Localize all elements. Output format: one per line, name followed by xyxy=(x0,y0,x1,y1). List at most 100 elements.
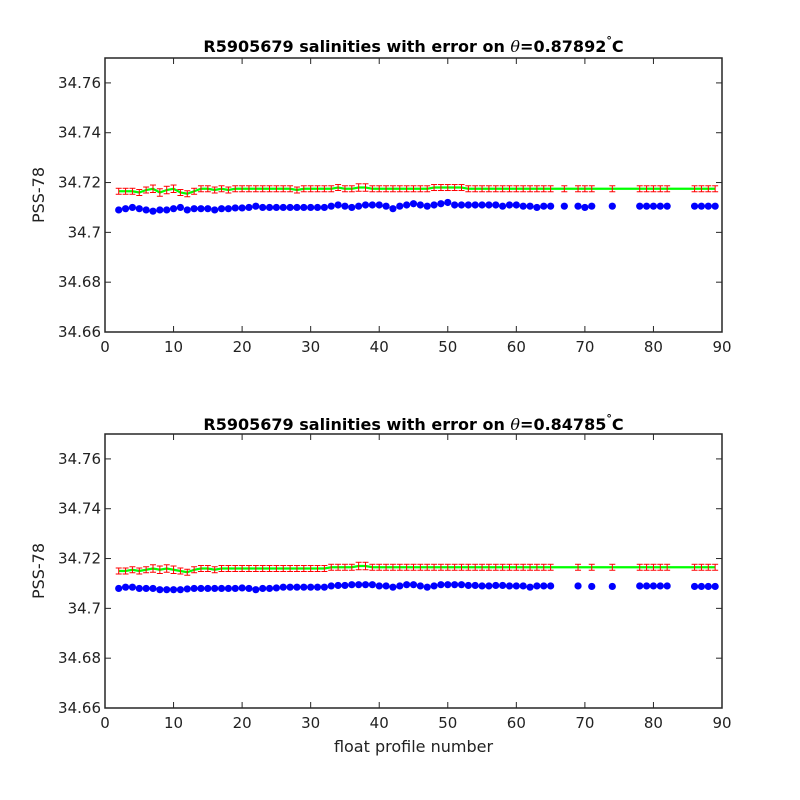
salinity-point xyxy=(368,581,376,589)
salinity-point xyxy=(519,202,527,210)
salinity-point xyxy=(231,584,239,593)
salinity-point xyxy=(217,205,226,213)
salinity-point xyxy=(265,584,274,593)
x-tick-label: 90 xyxy=(712,338,731,356)
x-tick-label: 90 xyxy=(712,714,731,732)
salinity-point xyxy=(416,201,424,209)
salinity-point xyxy=(444,198,452,207)
y-tick-label: 34.74 xyxy=(58,500,101,518)
x-tick-label: 50 xyxy=(438,338,457,356)
chart-title: R5905679 salinities with error on θ=0.84… xyxy=(203,412,623,434)
x-tick-label: 0 xyxy=(100,338,110,356)
salinity-point xyxy=(286,583,294,591)
salinity-point xyxy=(608,202,616,210)
salinity-point xyxy=(519,582,527,590)
x-tick-label: 20 xyxy=(233,714,252,732)
salinity-point xyxy=(533,203,541,212)
salinity-point xyxy=(313,583,322,591)
salinity-point xyxy=(512,582,520,590)
salinity-point xyxy=(396,202,404,210)
salinity-point xyxy=(368,201,376,209)
salinity-point xyxy=(574,202,582,210)
salinity-point xyxy=(183,206,191,214)
salinity-point xyxy=(355,202,363,210)
salinity-point xyxy=(464,581,472,590)
fit-line xyxy=(118,186,716,195)
salinity-point xyxy=(252,202,260,210)
salinity-point xyxy=(485,201,493,209)
salinity-point xyxy=(560,202,568,210)
salinity-point xyxy=(217,584,226,593)
chart-title: R5905679 salinities with error on θ=0.87… xyxy=(203,34,623,56)
salinity-point xyxy=(547,582,555,590)
salinity-point xyxy=(457,201,466,209)
title-prefix: R5905679 salinities with error on xyxy=(203,37,510,56)
salinity-point xyxy=(348,581,356,589)
salinity-point xyxy=(663,202,671,210)
salinity-point xyxy=(128,583,137,591)
salinity-point xyxy=(409,200,418,208)
x-tick-label: 20 xyxy=(233,338,252,356)
salinity-point xyxy=(211,206,219,214)
salinity-point xyxy=(238,584,246,592)
salinity-point xyxy=(636,202,644,210)
salinity-point xyxy=(533,582,541,590)
salinity-point xyxy=(265,203,274,212)
salinity-point xyxy=(608,582,616,591)
title-degree: ° xyxy=(606,34,612,47)
salinity-point xyxy=(197,205,205,213)
salinity-point xyxy=(307,203,315,212)
salinity-point xyxy=(697,202,706,210)
salinity-point xyxy=(492,201,500,209)
salinity-point xyxy=(649,202,658,210)
x-tick-label: 0 xyxy=(100,714,110,732)
salinity-point xyxy=(190,205,198,213)
salinity-point xyxy=(581,203,589,212)
salinity-point xyxy=(642,582,651,590)
x-tick-label: 70 xyxy=(575,338,594,356)
salinity-point xyxy=(279,203,287,212)
salinity-point xyxy=(423,583,431,591)
x-tick-label: 40 xyxy=(370,338,389,356)
x-tick-label: 50 xyxy=(438,714,457,732)
salinity-point xyxy=(156,206,164,214)
salinity-point xyxy=(403,581,411,589)
salinity-point xyxy=(464,201,472,209)
salinity-point xyxy=(690,582,699,591)
title-theta: θ xyxy=(510,415,520,434)
salinity-point xyxy=(327,202,335,210)
salinity-point xyxy=(128,203,137,212)
salinity-point xyxy=(478,582,486,590)
salinity-point xyxy=(547,202,555,210)
plot-frame xyxy=(104,433,723,709)
y-tick-label: 34.76 xyxy=(58,74,101,92)
salinity-point xyxy=(409,581,418,589)
salinity-point xyxy=(430,582,438,590)
y-tick-label: 34.72 xyxy=(58,174,101,192)
salinity-point xyxy=(382,202,390,210)
y-tick-label: 34.68 xyxy=(58,649,101,667)
salinity-point xyxy=(163,586,171,594)
salinity-point xyxy=(245,584,253,593)
salinity-point xyxy=(176,586,185,594)
salinity-point xyxy=(313,203,322,212)
salinity-point xyxy=(300,583,308,591)
salinity-point xyxy=(115,206,123,214)
salinity-point xyxy=(656,582,664,590)
salinity-point xyxy=(259,203,267,212)
salinity-point xyxy=(293,583,301,591)
title-value: =0.84785 xyxy=(520,415,606,434)
salinity-point xyxy=(471,201,479,209)
top-panel: R5905679 salinities with error on θ=0.87… xyxy=(29,34,732,356)
x-tick-label: 10 xyxy=(164,338,183,356)
fit-line xyxy=(118,564,716,574)
salinity-point xyxy=(588,582,596,591)
y-tick-label: 34.68 xyxy=(58,273,101,291)
salinity-point xyxy=(327,582,335,590)
salinity-point xyxy=(211,584,219,593)
salinity-point xyxy=(307,583,315,591)
salinity-point xyxy=(286,203,294,212)
salinity-point xyxy=(169,586,178,594)
salinity-point xyxy=(430,201,438,209)
salinity-point xyxy=(115,584,123,593)
